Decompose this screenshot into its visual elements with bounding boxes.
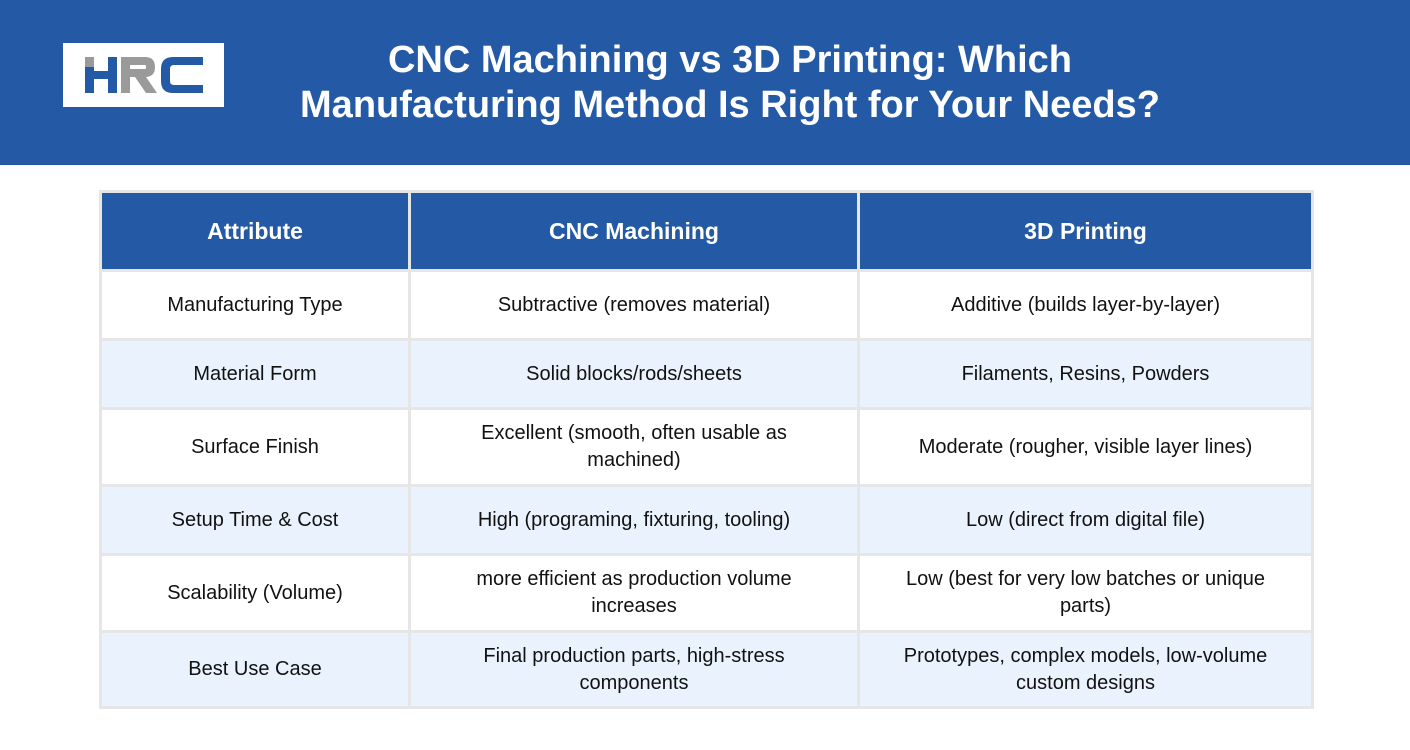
header-banner: CNC Machining vs 3D Printing: Which Manu… [0, 0, 1410, 165]
cell-attribute: Surface Finish [99, 407, 411, 487]
table-row: Scalability (Volume) more efficient as p… [99, 553, 1314, 633]
cell-attribute: Manufacturing Type [99, 269, 411, 341]
title-line-2: Manufacturing Method Is Right for Your N… [300, 84, 1160, 126]
table-row: Manufacturing Type Subtractive (removes … [99, 269, 1314, 341]
cell-cnc: Excellent (smooth, often usable as machi… [408, 407, 860, 487]
cell-attribute: Scalability (Volume) [99, 553, 411, 633]
cell-cnc: Solid blocks/rods/sheets [408, 338, 860, 410]
column-header-attribute: Attribute [99, 190, 411, 272]
cell-3d-printing: Low (direct from digital file) [857, 484, 1314, 556]
cell-attribute: Setup Time & Cost [99, 484, 411, 556]
page-title: CNC Machining vs 3D Printing: Which Manu… [230, 38, 1230, 128]
table-row: Surface Finish Excellent (smooth, often … [99, 407, 1314, 487]
cell-3d-printing: Prototypes, complex models, low-volume c… [857, 630, 1314, 709]
cell-3d-printing: Low (best for very low batches or unique… [857, 553, 1314, 633]
column-header-cnc: CNC Machining [408, 190, 860, 272]
title-line-1: CNC Machining vs 3D Printing: Which [387, 39, 1073, 81]
cell-3d-printing: Moderate (rougher, visible layer lines) [857, 407, 1314, 487]
comparison-table: Attribute CNC Machining 3D Printing Manu… [99, 190, 1314, 709]
cell-cnc: more efficient as production volume incr… [408, 553, 860, 633]
column-header-3d-printing: 3D Printing [857, 190, 1314, 272]
cell-cnc: Subtractive (removes material) [408, 269, 860, 341]
cell-attribute: Material Form [99, 338, 411, 410]
comparison-table-container: Attribute CNC Machining 3D Printing Manu… [99, 190, 1314, 709]
hrc-logo [63, 43, 224, 107]
cell-3d-printing: Additive (builds layer-by-layer) [857, 269, 1314, 341]
cell-cnc: Final production parts, high-stress comp… [408, 630, 860, 709]
cell-3d-printing: Filaments, Resins, Powders [857, 338, 1314, 410]
table-row: Setup Time & Cost High (programing, fixt… [99, 484, 1314, 556]
table-row: Material Form Solid blocks/rods/sheets F… [99, 338, 1314, 410]
hrc-logo-icon [85, 57, 203, 93]
cell-cnc: High (programing, fixturing, tooling) [408, 484, 860, 556]
table-header-row: Attribute CNC Machining 3D Printing [99, 190, 1314, 272]
cell-attribute: Best Use Case [99, 630, 411, 709]
table-row: Best Use Case Final production parts, hi… [99, 630, 1314, 709]
